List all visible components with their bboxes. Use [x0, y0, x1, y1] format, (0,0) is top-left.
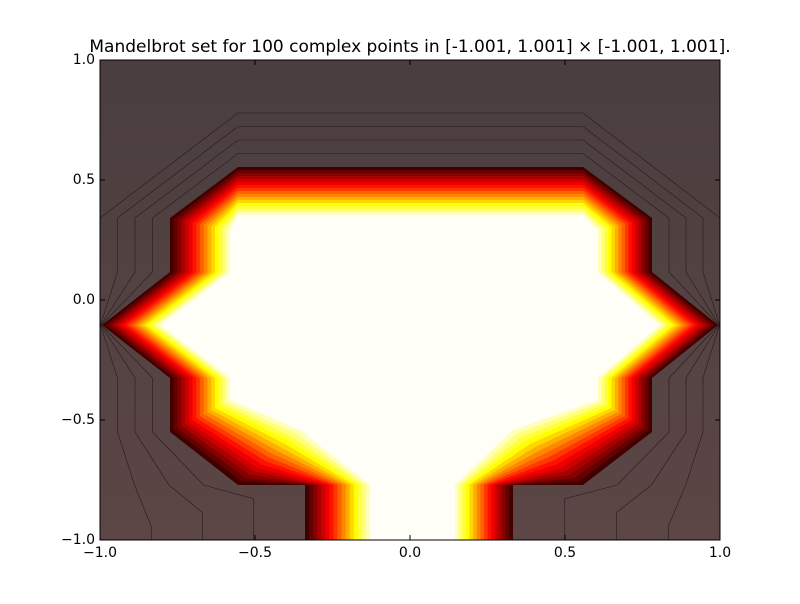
y-tick-label: −1.0 [61, 532, 95, 548]
x-tick-label: −1.0 [83, 545, 117, 561]
x-tick-label: 1.0 [709, 545, 731, 561]
x-tick-label: 0.5 [554, 545, 576, 561]
x-tick-label: 0.0 [399, 545, 421, 561]
x-tick-label: −0.5 [238, 545, 272, 561]
y-tick-label: −0.5 [61, 412, 95, 428]
y-tick-label: 0.0 [73, 292, 95, 308]
contour-band [160, 215, 660, 540]
y-tick-label: 1.0 [73, 52, 95, 68]
y-tick-label: 0.5 [73, 172, 95, 188]
contour-layers [99, 112, 721, 541]
chart-title: Mandelbrot set for 100 complex points in… [89, 37, 730, 57]
